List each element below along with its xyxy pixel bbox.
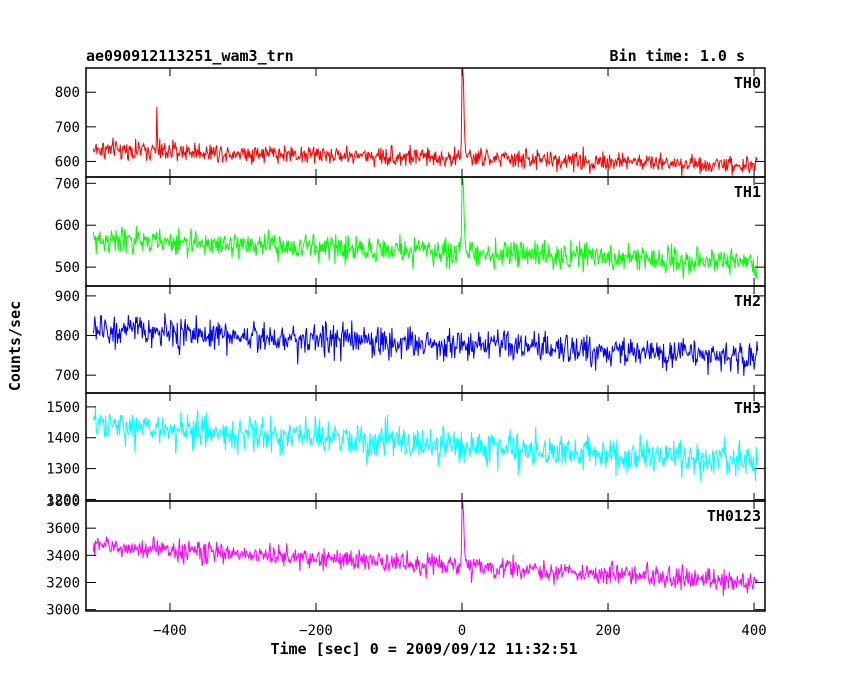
y-axis-label: Counts/sec	[6, 301, 24, 391]
series-line-th3	[92, 406, 759, 482]
y-tick-label: 700	[55, 368, 80, 384]
y-tick-label: 600	[55, 154, 80, 170]
y-tick-label: 3000	[46, 603, 80, 619]
panel-th2: 700 800 900 TH2	[55, 285, 766, 394]
series-line-th0123	[92, 502, 759, 597]
panel-frame	[85, 392, 766, 502]
panel-label: TH0	[734, 74, 761, 92]
panel-th1: 500 600 700 TH1	[55, 176, 766, 287]
x-tick-label: −200	[299, 623, 333, 639]
y-tick-label: 1300	[46, 462, 80, 478]
x-axis-label: Time [sec] 0 = 2009/09/12 11:32:51	[270, 640, 577, 658]
series-line-th1	[92, 177, 759, 280]
y-tick-label: 800	[55, 329, 80, 345]
panels-group: 600 700 800 TH0 500 600 700 TH1 700 800 900 TH2 1200…	[46, 67, 767, 639]
y-tick-label: 700	[55, 176, 80, 192]
panel-frame	[85, 500, 766, 612]
x-tick-label: 0	[458, 623, 466, 639]
panel-label: TH0123	[707, 507, 761, 525]
panel-label: TH1	[734, 183, 761, 201]
panel-th0123: 3000 3200 3400 3600 3800 TH0123	[46, 494, 766, 619]
y-tick-label: 1400	[46, 431, 80, 447]
panel-th3: 1200 1300 1400 1500 TH3	[46, 392, 766, 508]
x-tick-label: −400	[153, 623, 187, 639]
y-tick-label: 3600	[46, 521, 80, 537]
x-tick-label: 200	[595, 623, 620, 639]
chart-title-left: ae090912113251_wam3_trn	[86, 47, 294, 65]
y-tick-label: 600	[55, 218, 80, 234]
y-tick-label: 500	[55, 260, 80, 276]
y-tick-label: 1500	[46, 400, 80, 416]
series-line-th0	[92, 68, 759, 177]
y-tick-label: 3200	[46, 575, 80, 591]
panel-label: TH2	[734, 292, 761, 310]
x-tick-label: 400	[741, 623, 766, 639]
y-tick-label: 1200	[46, 492, 80, 508]
panel-frame	[85, 176, 766, 287]
y-tick-label: 800	[55, 85, 80, 101]
y-tick-label: 700	[55, 120, 80, 136]
series-line-th2	[92, 313, 759, 376]
y-tick-label: 900	[55, 289, 80, 305]
panel-th0: 600 700 800 TH0	[55, 67, 766, 178]
y-tick-label: 3800	[46, 494, 80, 510]
panel-label: TH3	[734, 399, 761, 417]
chart-title-right: Bin time: 1.0 s	[610, 47, 745, 65]
panel-frame	[85, 285, 766, 394]
y-tick-label: 3400	[46, 548, 80, 564]
